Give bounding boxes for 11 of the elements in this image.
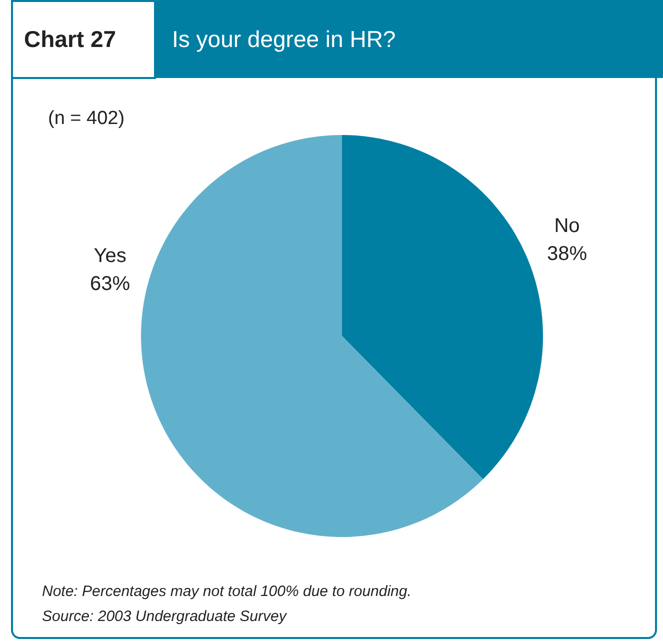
caption: Chart 27 — [24, 26, 116, 52]
data-label: 38% — [546, 243, 588, 265]
pie-slice — [342, 135, 543, 480]
pie-slice — [141, 135, 484, 537]
source-note: Source: 2003 Undergraduate Survey — [42, 608, 288, 625]
data-label: 63% — [90, 273, 130, 295]
text: (n = 402) — [48, 108, 125, 129]
slice-label: Yes — [94, 245, 126, 267]
text: Note: Percentages may not total 100% due to rounding. — [42, 583, 412, 600]
chart-title: Is your degree in HR? — [172, 26, 396, 52]
slice-label: No — [554, 215, 580, 237]
